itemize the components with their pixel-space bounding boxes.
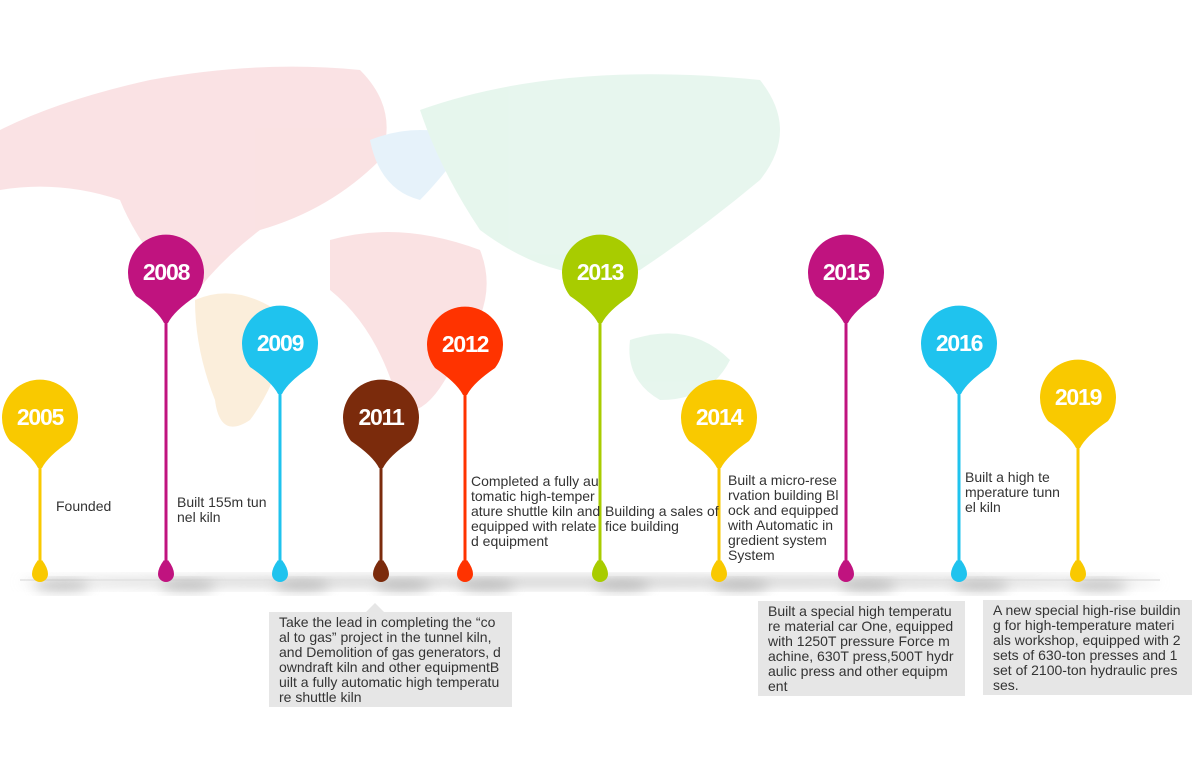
world-map <box>0 66 780 427</box>
milestone-pin: 2013 <box>561 234 650 591</box>
milestone-note-box: Take the lead in completing the “coal to… <box>269 612 512 707</box>
pin-drop <box>32 560 48 582</box>
pin-drop <box>592 560 608 582</box>
milestone-note: Built a high temperature tunnel kiln <box>965 469 1060 515</box>
milestone-pin: 2012 <box>427 306 515 591</box>
pin-drop <box>373 560 389 582</box>
pin-head <box>342 379 419 468</box>
milestone-note-box: Built a special high temperature materia… <box>758 601 965 696</box>
pin-drop <box>838 560 854 582</box>
milestone-pin: 2008 <box>128 234 216 591</box>
pin-shadow <box>34 581 90 591</box>
milestone-pin: 2014 <box>681 379 769 591</box>
year-label: 2014 <box>696 404 744 430</box>
pin-shadow <box>840 581 896 591</box>
milestone-pin: 2005 <box>2 379 90 591</box>
pin-head <box>427 306 503 395</box>
milestone-note: Built a micro-reservation building Block… <box>728 472 839 563</box>
milestone-note-box: A new special high-rise building for hig… <box>983 600 1192 695</box>
year-label: 2008 <box>143 259 191 285</box>
pin-head <box>128 234 204 323</box>
year-label: 2016 <box>936 330 983 356</box>
note-arrow <box>366 603 384 612</box>
pin-head <box>681 379 757 468</box>
pin-drop <box>457 560 473 582</box>
year-label: 2012 <box>442 331 489 357</box>
pin-shadow <box>375 581 431 591</box>
milestone-pin: 2011 <box>342 379 431 591</box>
pin-shadow <box>594 581 650 591</box>
pin-head <box>1040 359 1116 448</box>
milestone-pin: 2019 <box>1040 359 1128 591</box>
pin-shadow <box>1072 581 1128 591</box>
pin-shadow <box>713 581 769 591</box>
year-label: 2013 <box>577 259 624 285</box>
year-label: 2009 <box>257 330 304 356</box>
year-label: 2011 <box>358 404 405 430</box>
pin-drop <box>158 560 174 582</box>
year-label: 2015 <box>823 259 871 285</box>
pin-shadow <box>274 581 330 591</box>
milestone-note: Completed a fully automatic high-tempera… <box>471 473 601 549</box>
pin-head <box>561 234 638 323</box>
year-label: 2005 <box>17 404 65 430</box>
pin-head <box>2 379 79 468</box>
pin-head <box>808 234 884 323</box>
pin-shadow <box>160 581 216 591</box>
pin-drop <box>1070 560 1086 582</box>
pin-drop <box>272 560 288 582</box>
pin-shadow <box>953 581 1009 591</box>
pin-head <box>921 305 998 394</box>
pin-drop <box>951 560 967 582</box>
milestone-note: Founded <box>56 498 112 514</box>
pin-shadow <box>459 581 515 591</box>
milestone-note: Building a sales office building <box>605 503 719 534</box>
year-label: 2019 <box>1055 384 1102 410</box>
milestone-pin: 2009 <box>242 305 330 591</box>
milestone-pin: 2015 <box>808 234 896 591</box>
pin-drop <box>711 560 727 582</box>
milestone-note: Built 155m tunnel kiln <box>177 494 267 525</box>
milestone-pin: 2016 <box>921 305 1009 591</box>
pin-head <box>242 305 318 394</box>
